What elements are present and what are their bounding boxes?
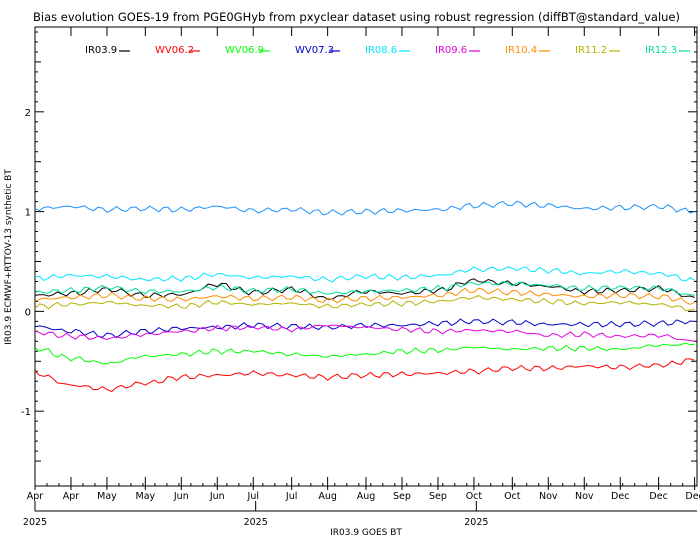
y-tick-label: 2 — [25, 108, 31, 119]
series-line — [34, 324, 695, 342]
legend-label: WV06.9 — [225, 45, 264, 56]
x-tick-label: Jul — [247, 491, 259, 502]
x-tick-label: May — [136, 491, 156, 502]
series-line — [34, 295, 695, 312]
x-tick-label: Aug — [318, 491, 337, 502]
legend-label: WV06.2 — [155, 45, 194, 56]
x-tick-label: Dec — [649, 491, 667, 502]
plot-area: -1 0 1 2 Apr Apr May May Jun Jun Jul Jul Aug Aug Sep Se… — [21, 26, 700, 528]
x-tick-label: Sep — [393, 491, 411, 502]
chart-title: Bias evolution GOES-19 from PGE0GHyb fro… — [33, 10, 680, 24]
series-line — [34, 358, 695, 393]
y-tick-label: 1 — [25, 208, 31, 219]
x-tick-label: Aug — [357, 491, 376, 502]
y-tick-label: 0 — [25, 307, 31, 318]
x-tick-label: Oct — [504, 491, 521, 502]
x-axis-label: IR03.9 GOES BT — [330, 528, 402, 538]
plot-frame — [34, 26, 698, 487]
legend-label: IR03.9 — [85, 45, 117, 56]
series-line — [34, 278, 695, 300]
x-tick-label: Jul — [285, 491, 297, 502]
series-line — [34, 266, 695, 283]
series-line — [34, 287, 695, 305]
series-line — [34, 342, 695, 365]
series-line — [34, 200, 695, 216]
x-tick-label: Jun — [173, 491, 189, 502]
y-tick-label: -1 — [21, 407, 31, 418]
x-tick-label: Dec — [611, 491, 629, 502]
series-line — [34, 280, 695, 296]
series-line — [34, 318, 695, 339]
year-tick-label: 2025 — [244, 517, 268, 528]
legend-label: IR10.4 — [505, 45, 537, 56]
x-tick-label: Sep — [429, 491, 447, 502]
x-tick-label: Nov — [575, 491, 594, 502]
x-tick-label: Apr — [27, 491, 44, 502]
x-tick-label: Jun — [209, 491, 225, 502]
legend-label: IR09.6 — [435, 45, 467, 56]
legend-label: WV07.3 — [295, 45, 334, 56]
legend-label: IR11.2 — [575, 45, 607, 56]
x-tick-label: Apr — [63, 491, 80, 502]
x-tick-label: May — [97, 491, 117, 502]
x-tick-label: Oct — [466, 491, 483, 502]
x-tick-label: Nov — [539, 491, 558, 502]
year-tick-label: 2025 — [23, 517, 47, 528]
legend-label: IR12.3 — [645, 45, 677, 56]
x-tick-label: Dec — [685, 491, 700, 502]
year-tick-label: 2025 — [464, 517, 488, 528]
y-axis-label: IR03.9 ECMWF+RTTOV-13 synthetic BT — [4, 169, 14, 345]
legend-label: IR08.6 — [365, 45, 397, 56]
